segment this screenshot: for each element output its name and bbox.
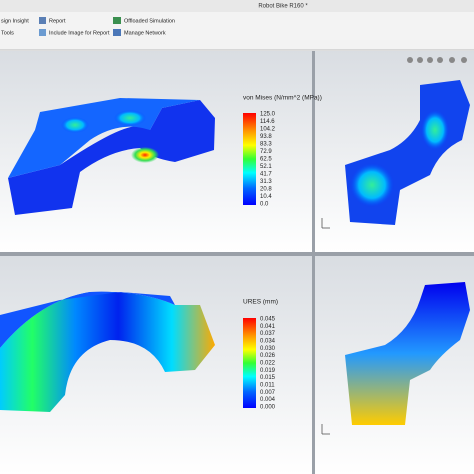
legend-value: 83.3 (260, 142, 272, 148)
legend-title: URES (mm) (243, 299, 278, 306)
legend-value: 0.019 (260, 368, 276, 374)
legend-value: 10.4 (260, 194, 272, 200)
splitter[interactable] (312, 51, 315, 474)
view-toolbar (407, 57, 467, 63)
displacement-model-iso (345, 282, 470, 425)
legend-value: 125.0 (260, 112, 276, 118)
ribbon-item[interactable]: Tools (1, 30, 14, 36)
legend-value: 0.041 (260, 324, 276, 330)
legend-value: 114.6 (260, 119, 275, 125)
legend-value: 0.022 (260, 361, 276, 367)
legend-value: 62.5 (260, 157, 272, 163)
image-icon (39, 29, 46, 36)
stress-model-iso (345, 80, 470, 225)
displacement-model (0, 291, 215, 412)
legend-value: 41.7 (260, 172, 272, 178)
legend-value: 52.1 (260, 164, 272, 170)
legend-value: 0.045 (260, 317, 276, 323)
ribbon (0, 12, 474, 50)
legend-value: 93.8 (260, 134, 272, 140)
network-icon (113, 29, 121, 36)
axis-triad (321, 218, 330, 435)
ribbon-item[interactable]: Offloaded Simulation (124, 18, 175, 24)
report-icon (39, 17, 46, 24)
splitter[interactable] (0, 252, 474, 256)
stress-color-bar (243, 113, 256, 205)
legend-value: 31.3 (260, 179, 272, 185)
displacement-color-bar (243, 318, 256, 408)
legend-value: 0.011 (260, 383, 275, 389)
ribbon-item[interactable]: Include Image for Report (49, 30, 110, 36)
ribbon-item[interactable]: sign Insight (1, 18, 29, 24)
legend-value: 0.034 (260, 339, 276, 345)
offload-icon (113, 17, 121, 24)
legend-title: von Mises (N/mm^2 (MPa)) (243, 95, 322, 102)
legend-value: 20.8 (260, 187, 272, 193)
legend-value: 0.037 (260, 331, 276, 337)
legend-value: 0.0 (260, 202, 269, 208)
legend-value: 0.030 (260, 346, 276, 352)
legend-value: 0.007 (260, 390, 276, 396)
legend-value: 0.026 (260, 353, 276, 359)
legend-value: 72.9 (260, 149, 272, 155)
legend-value: 0.004 (260, 397, 276, 403)
window-title: Robot Bike R160 * (258, 4, 308, 10)
legend-value: 0.000 (260, 405, 276, 411)
stress-model (8, 98, 215, 215)
legend-value: 0.015 (260, 375, 276, 381)
ribbon-item[interactable]: Report (49, 18, 66, 24)
legend-value: 104.2 (260, 127, 276, 133)
ribbon-item[interactable]: Manage Network (124, 30, 166, 36)
title-bar (0, 0, 474, 12)
